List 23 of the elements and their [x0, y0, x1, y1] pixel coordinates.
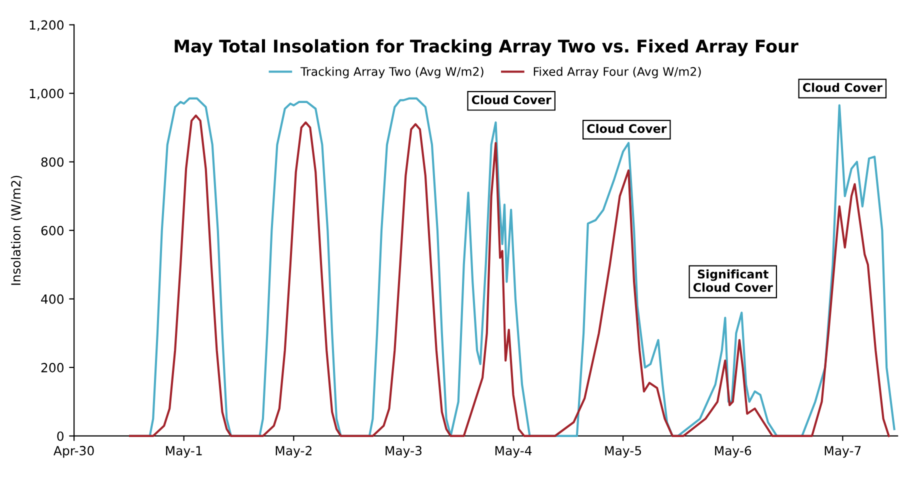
- legend-label: Fixed Array Four (Avg W/m2): [534, 66, 701, 78]
- y-tick-label: 0: [57, 431, 64, 441]
- x-tick-label: May-5: [605, 446, 642, 458]
- y-tick-label: 600: [41, 226, 64, 236]
- y-tick-label: 200: [41, 362, 64, 372]
- y-tick-label: 400: [41, 294, 64, 304]
- y-axis-title: Insolation (W/m2): [10, 176, 22, 285]
- x-tick-label: May-2: [276, 446, 312, 458]
- x-tick-label: May-6: [715, 446, 752, 458]
- legend-label: Tracking Array Two (Avg W/m2): [300, 66, 484, 78]
- x-tick-label: May-3: [386, 446, 422, 458]
- x-tick-label: May-7: [824, 446, 861, 458]
- annotation: Cloud Cover: [802, 82, 882, 92]
- x-tick-label: Apr-30: [54, 446, 94, 458]
- x-tick-label: May-4: [495, 446, 532, 458]
- x-tick-label: May-1: [166, 446, 202, 458]
- y-tick-label: 800: [41, 157, 64, 167]
- annotation: Cloud Cover: [587, 124, 667, 134]
- y-tick-label: 1,200: [30, 20, 64, 32]
- annotation: Significant Cloud Cover: [693, 269, 773, 292]
- text: May Total Insolation for Tracking Array Two vs. Fixed Array Four: [174, 39, 798, 56]
- y-tick-label: 1,000: [30, 88, 64, 100]
- annotation: Cloud Cover: [472, 95, 552, 104]
